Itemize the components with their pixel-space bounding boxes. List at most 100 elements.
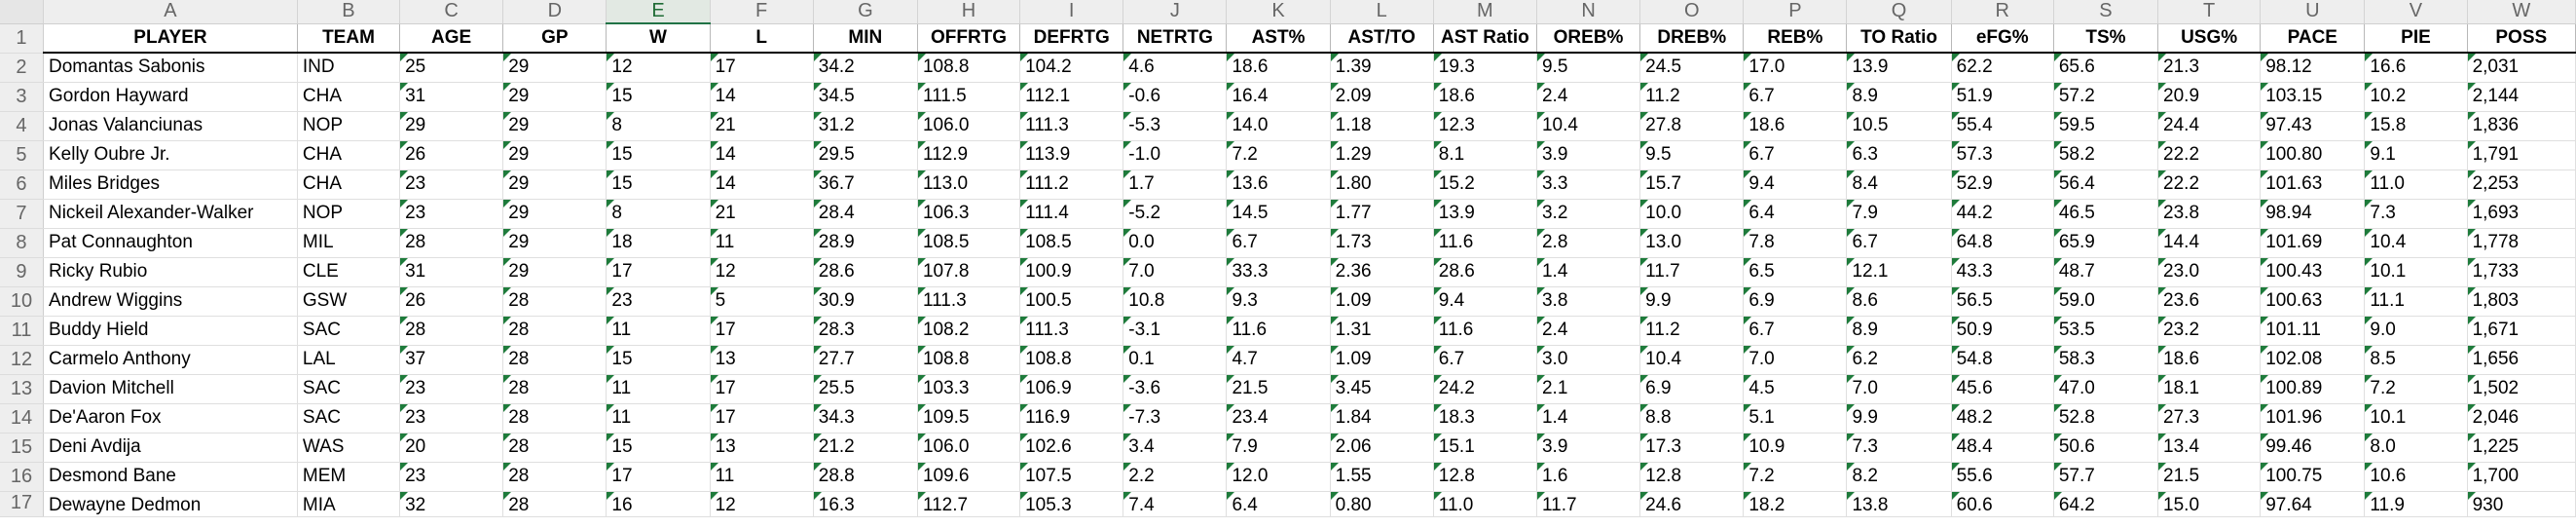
stat-cell[interactable]: 5.1 xyxy=(1743,403,1848,434)
column-header-a[interactable]: A xyxy=(43,0,298,24)
stat-cell[interactable]: 1,803 xyxy=(2467,286,2576,317)
stat-cell[interactable]: 11 xyxy=(606,374,711,404)
player-name-cell[interactable]: Pat Connaughton xyxy=(43,228,298,258)
stat-cell[interactable]: 60.6 xyxy=(1951,491,2054,517)
stat-cell[interactable]: 44.2 xyxy=(1951,199,2054,229)
stat-cell[interactable]: 28 xyxy=(502,345,607,375)
stat-cell[interactable]: 15.2 xyxy=(1433,170,1537,200)
team-cell[interactable]: MIL xyxy=(297,228,401,258)
stat-cell[interactable]: 10.0 xyxy=(1639,199,1745,229)
stat-cell[interactable]: 930 xyxy=(2467,491,2576,517)
stat-cell[interactable]: 3.8 xyxy=(1536,286,1641,317)
stat-cell[interactable]: 50.9 xyxy=(1951,316,2054,346)
stat-cell[interactable]: 14.4 xyxy=(2157,228,2262,258)
stat-cell[interactable]: 15 xyxy=(606,82,711,112)
stat-cell[interactable]: 28 xyxy=(399,316,504,346)
stat-cell[interactable]: 10.1 xyxy=(2364,403,2468,434)
column-title-cell[interactable]: TEAM xyxy=(297,23,401,54)
stat-cell[interactable]: 100.9 xyxy=(1019,257,1124,287)
stat-cell[interactable]: 13 xyxy=(710,345,814,375)
stat-cell[interactable]: 23.8 xyxy=(2157,199,2262,229)
stat-cell[interactable]: 57.3 xyxy=(1951,140,2054,170)
stat-cell[interactable]: 11.6 xyxy=(1433,228,1537,258)
stat-cell[interactable]: 1,502 xyxy=(2467,374,2576,404)
column-title-cell[interactable]: REB% xyxy=(1743,23,1848,54)
stat-cell[interactable]: 20.9 xyxy=(2157,82,2262,112)
stat-cell[interactable]: 16 xyxy=(606,491,711,517)
stat-cell[interactable]: 56.4 xyxy=(2053,170,2159,200)
team-cell[interactable]: SAC xyxy=(297,374,401,404)
column-title-cell[interactable]: OFFRTG xyxy=(917,23,1021,54)
stat-cell[interactable]: 20 xyxy=(399,433,504,463)
column-header-k[interactable]: K xyxy=(1226,0,1331,24)
stat-cell[interactable]: 23 xyxy=(399,199,504,229)
row-header[interactable]: 5 xyxy=(0,140,44,170)
team-cell[interactable]: MEM xyxy=(297,462,401,492)
stat-cell[interactable]: 56.5 xyxy=(1951,286,2054,317)
stat-cell[interactable]: 2.1 xyxy=(1536,374,1641,404)
column-title-cell[interactable]: NETRTG xyxy=(1122,23,1228,54)
stat-cell[interactable]: 65.9 xyxy=(2053,228,2159,258)
select-all-corner[interactable] xyxy=(0,0,44,24)
stat-cell[interactable]: 29 xyxy=(502,228,607,258)
stat-cell[interactable]: 23 xyxy=(399,403,504,434)
stat-cell[interactable]: 9.4 xyxy=(1433,286,1537,317)
stat-cell[interactable]: 100.89 xyxy=(2260,374,2366,404)
stat-cell[interactable]: 16.4 xyxy=(1226,82,1331,112)
stat-cell[interactable]: 2.4 xyxy=(1536,316,1641,346)
stat-cell[interactable]: 6.7 xyxy=(1433,345,1537,375)
stat-cell[interactable]: 105.3 xyxy=(1019,491,1124,517)
stat-cell[interactable]: 30.9 xyxy=(813,286,918,317)
stat-cell[interactable]: 13.4 xyxy=(2157,433,2262,463)
column-header-p[interactable]: P xyxy=(1743,0,1848,24)
column-header-v[interactable]: V xyxy=(2364,0,2468,24)
stat-cell[interactable]: 10.8 xyxy=(1122,286,1228,317)
stat-cell[interactable]: 24.4 xyxy=(2157,111,2262,141)
stat-cell[interactable]: 2,031 xyxy=(2467,53,2576,83)
column-title-cell[interactable]: DEFRTG xyxy=(1019,23,1124,54)
stat-cell[interactable]: 111.3 xyxy=(1019,111,1124,141)
stat-cell[interactable]: 101.63 xyxy=(2260,170,2366,200)
stat-cell[interactable]: 9.9 xyxy=(1639,286,1745,317)
stat-cell[interactable]: 6.2 xyxy=(1846,345,1952,375)
stat-cell[interactable]: 17 xyxy=(710,403,814,434)
stat-cell[interactable]: 17 xyxy=(710,374,814,404)
stat-cell[interactable]: 2.36 xyxy=(1330,257,1434,287)
column-header-c[interactable]: C xyxy=(399,0,504,24)
stat-cell[interactable]: 6.4 xyxy=(1226,491,1331,517)
stat-cell[interactable]: 101.69 xyxy=(2260,228,2366,258)
stat-cell[interactable]: 8.6 xyxy=(1846,286,1952,317)
stat-cell[interactable]: 23.0 xyxy=(2157,257,2262,287)
stat-cell[interactable]: 3.9 xyxy=(1536,433,1641,463)
column-title-cell[interactable]: TO Ratio xyxy=(1846,23,1952,54)
stat-cell[interactable]: 108.2 xyxy=(917,316,1021,346)
stat-cell[interactable]: 23.2 xyxy=(2157,316,2262,346)
stat-cell[interactable]: 14.0 xyxy=(1226,111,1331,141)
stat-cell[interactable]: 29 xyxy=(502,53,607,83)
stat-cell[interactable]: 7.2 xyxy=(1743,462,1848,492)
team-cell[interactable]: LAL xyxy=(297,345,401,375)
stat-cell[interactable]: 8 xyxy=(606,111,711,141)
stat-cell[interactable]: 26 xyxy=(399,286,504,317)
stat-cell[interactable]: 1.4 xyxy=(1536,403,1641,434)
stat-cell[interactable]: 59.0 xyxy=(2053,286,2159,317)
stat-cell[interactable]: 65.6 xyxy=(2053,53,2159,83)
player-name-cell[interactable]: Andrew Wiggins xyxy=(43,286,298,317)
stat-cell[interactable]: 21 xyxy=(710,199,814,229)
stat-cell[interactable]: 29 xyxy=(502,199,607,229)
stat-cell[interactable]: 28.8 xyxy=(813,462,918,492)
stat-cell[interactable]: 10.4 xyxy=(1639,345,1745,375)
stat-cell[interactable]: 100.5 xyxy=(1019,286,1124,317)
stat-cell[interactable]: 12 xyxy=(710,257,814,287)
stat-cell[interactable]: 1,733 xyxy=(2467,257,2576,287)
stat-cell[interactable]: 12.0 xyxy=(1226,462,1331,492)
row-header[interactable]: 16 xyxy=(0,462,44,492)
stat-cell[interactable]: 57.7 xyxy=(2053,462,2159,492)
row-header[interactable]: 12 xyxy=(0,345,44,375)
stat-cell[interactable]: 109.5 xyxy=(917,403,1021,434)
stat-cell[interactable]: 7.4 xyxy=(1122,491,1228,517)
stat-cell[interactable]: 14 xyxy=(710,82,814,112)
stat-cell[interactable]: 29 xyxy=(502,111,607,141)
player-name-cell[interactable]: Nickeil Alexander-Walker xyxy=(43,199,298,229)
stat-cell[interactable]: 10.5 xyxy=(1846,111,1952,141)
